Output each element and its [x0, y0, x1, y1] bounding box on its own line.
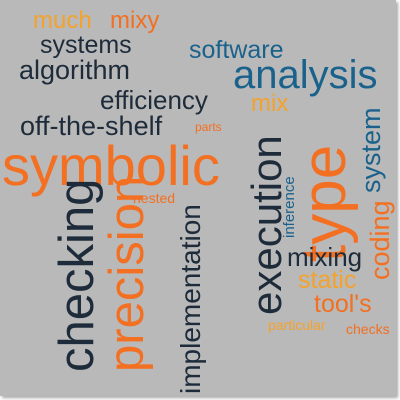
word-static: static: [298, 266, 357, 294]
word-checking: checking: [50, 178, 104, 372]
word-systems: systems: [40, 31, 132, 59]
word-parts: parts: [195, 120, 222, 134]
word-checks: checks: [346, 321, 390, 337]
word-analysis: analysis: [233, 53, 378, 97]
word-mixing: mixing: [287, 242, 363, 272]
word-implementation: implementation: [175, 204, 206, 394]
word-mixy: mixy: [110, 7, 160, 34]
word-particular: particular: [268, 317, 326, 333]
word-system: system: [356, 107, 386, 193]
word-coding: coding: [365, 200, 395, 280]
word-much: much: [33, 7, 92, 34]
word-precision: precision: [100, 175, 154, 372]
word-symbolic: symbolic: [2, 134, 220, 197]
word-nested: nested: [133, 190, 176, 206]
word-software: software: [189, 36, 284, 64]
word-off-the-shelf: off-the-shelf: [20, 111, 163, 141]
word-algorithm: algorithm: [19, 55, 131, 85]
word-tools: tool's: [314, 290, 372, 318]
word-mix: mix: [251, 90, 289, 117]
word-efficiency: efficiency: [100, 85, 208, 115]
